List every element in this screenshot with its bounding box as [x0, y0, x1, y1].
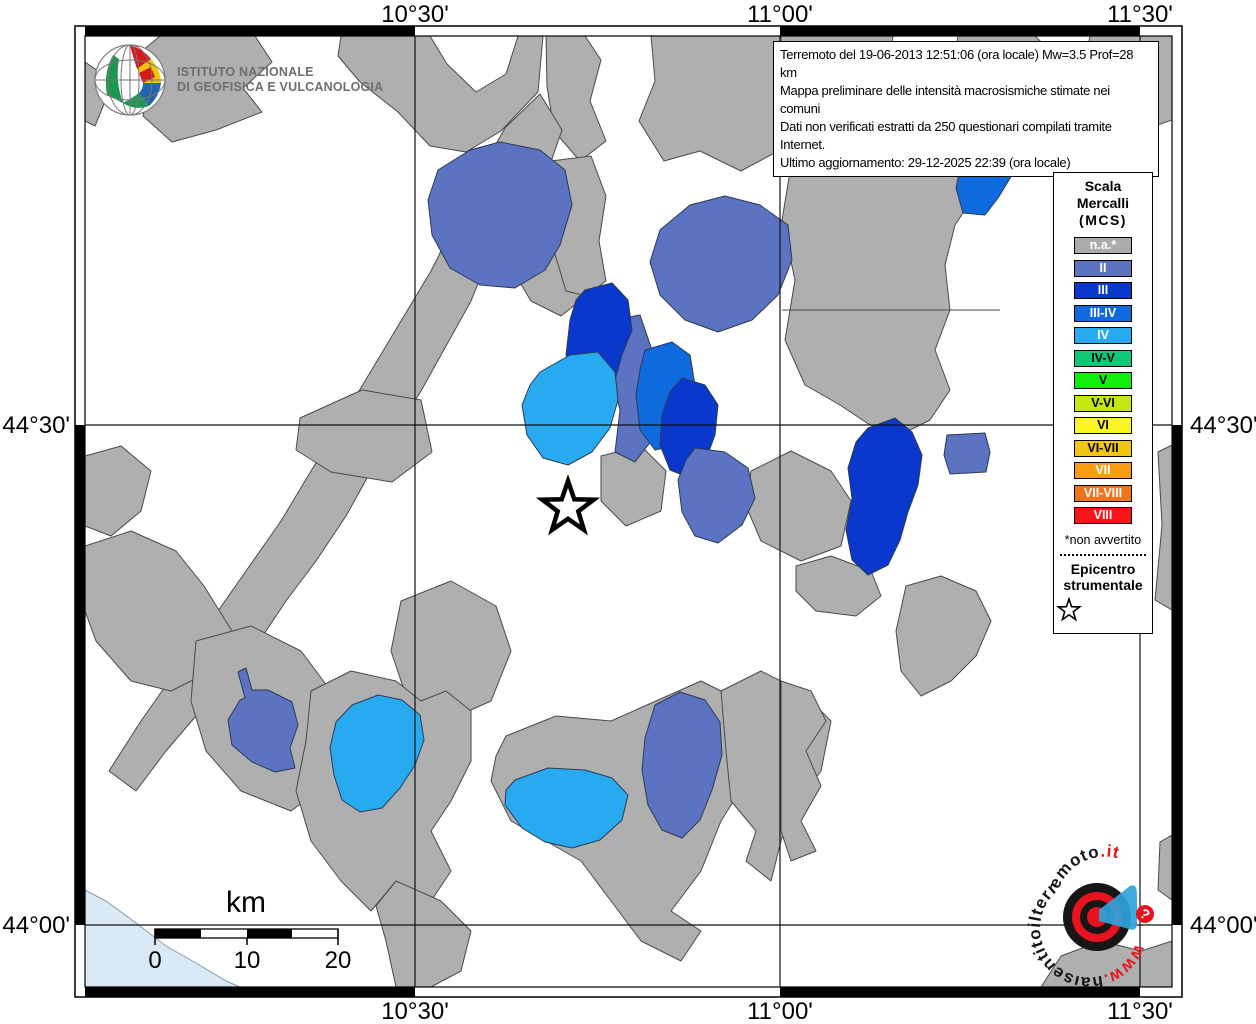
legend-panel: Scala Mercalli (MCS) n.a.* II III III-IV… [1053, 172, 1153, 634]
graticule [85, 36, 1172, 987]
legend-swatch-viii: VIII [1074, 507, 1132, 524]
municipality-region [227, 667, 299, 773]
sea-area [85, 889, 241, 987]
legend-items: n.a.* II III III-IV IV IV-V V V-VI VI VI… [1054, 237, 1152, 524]
lat-label-left: 44°30' [2, 412, 70, 439]
lat-label-left: 44°00' [2, 912, 70, 939]
lon-label-bottom: 10°30' [381, 998, 449, 1024]
lon-label-top: 10°30' [381, 1, 449, 28]
scalebar-tick: 20 [325, 947, 352, 974]
info-line-map-type: Mappa preliminare delle intensità macros… [780, 83, 1110, 116]
lon-label-top: 11°30' [1107, 1, 1173, 28]
lon-label-bottom: 11°30' [1107, 998, 1173, 1024]
legend-swatch-ii: II [1074, 259, 1132, 277]
intensity-municipalities [227, 101, 1023, 849]
legend-epicenter-label: Epicentro strumentale [1063, 561, 1143, 593]
lon-label-bottom: 11°00' [747, 998, 813, 1024]
epicenter-star [535, 474, 601, 536]
earthquake-info-box: Terremoto del 19-06-2013 12:51:06 (ora l… [773, 41, 1159, 177]
legend-epicenter-star-icon [1055, 597, 1083, 622]
legend-swatch-iii: III [1074, 282, 1132, 299]
legend-swatch-iv-v: IV-V [1074, 349, 1132, 367]
lat-label-right: 44°30' [1190, 412, 1256, 439]
info-line-updated: Ultimo aggiornamento: 29-12-2025 22:39 (… [780, 155, 1071, 170]
ingv-globe-logo [94, 44, 166, 116]
hsit-question-badge [1136, 905, 1154, 923]
legend-divider [1060, 554, 1146, 556]
legend-swatch-vi-vii: VI-VII [1074, 439, 1132, 457]
municipality-region [521, 351, 619, 466]
info-line-data-source: Dati non verificati estratti da 250 ques… [780, 119, 1112, 152]
legend-swatch-iii-iv: III-IV [1074, 304, 1132, 322]
municipality-region [649, 195, 793, 333]
lat-label-right: 44°00' [1190, 912, 1256, 939]
map-frame [74, 25, 1183, 998]
lon-label-top: 11°00' [747, 1, 813, 28]
municipality-region [329, 694, 425, 813]
hsit-speaker-cone [1099, 885, 1137, 930]
legend-swatch-v-vi: V-VI [1074, 394, 1132, 412]
municipality-region [845, 417, 923, 576]
municipality-region [943, 432, 991, 475]
ingv-wordmark: ISTITUTO NAZIONALE DI GEOFISICA E VULCAN… [177, 65, 384, 94]
legend-swatch-vii-viii: VII-VIII [1074, 484, 1132, 502]
scale-bar: km 0 10 20 [148, 886, 351, 974]
legend-swatch-v: V [1074, 372, 1132, 389]
legend-swatch-na: n.a.* [1074, 237, 1132, 254]
municipality-region [677, 447, 756, 544]
legend-swatch-iv: IV [1074, 327, 1132, 344]
municipality-region [504, 767, 629, 849]
scalebar-tick: 0 [148, 947, 161, 974]
legend-swatch-vi: VI [1074, 417, 1132, 434]
legend-title: Scala Mercalli (MCS) [1076, 178, 1130, 228]
municipality-region [641, 691, 723, 839]
info-line-event: Terremoto del 19-06-2013 12:51:06 (ora l… [780, 47, 1134, 80]
municipality-region [427, 141, 573, 289]
legend-swatch-vii: VII [1074, 462, 1132, 479]
ingv-header: ISTITUTO NAZIONALE DI GEOFISICA E VULCAN… [93, 43, 383, 117]
scalebar-unit: km [226, 886, 266, 919]
scalebar-tick: 10 [234, 947, 261, 974]
legend-footnote: *non avvertito [1064, 533, 1142, 547]
